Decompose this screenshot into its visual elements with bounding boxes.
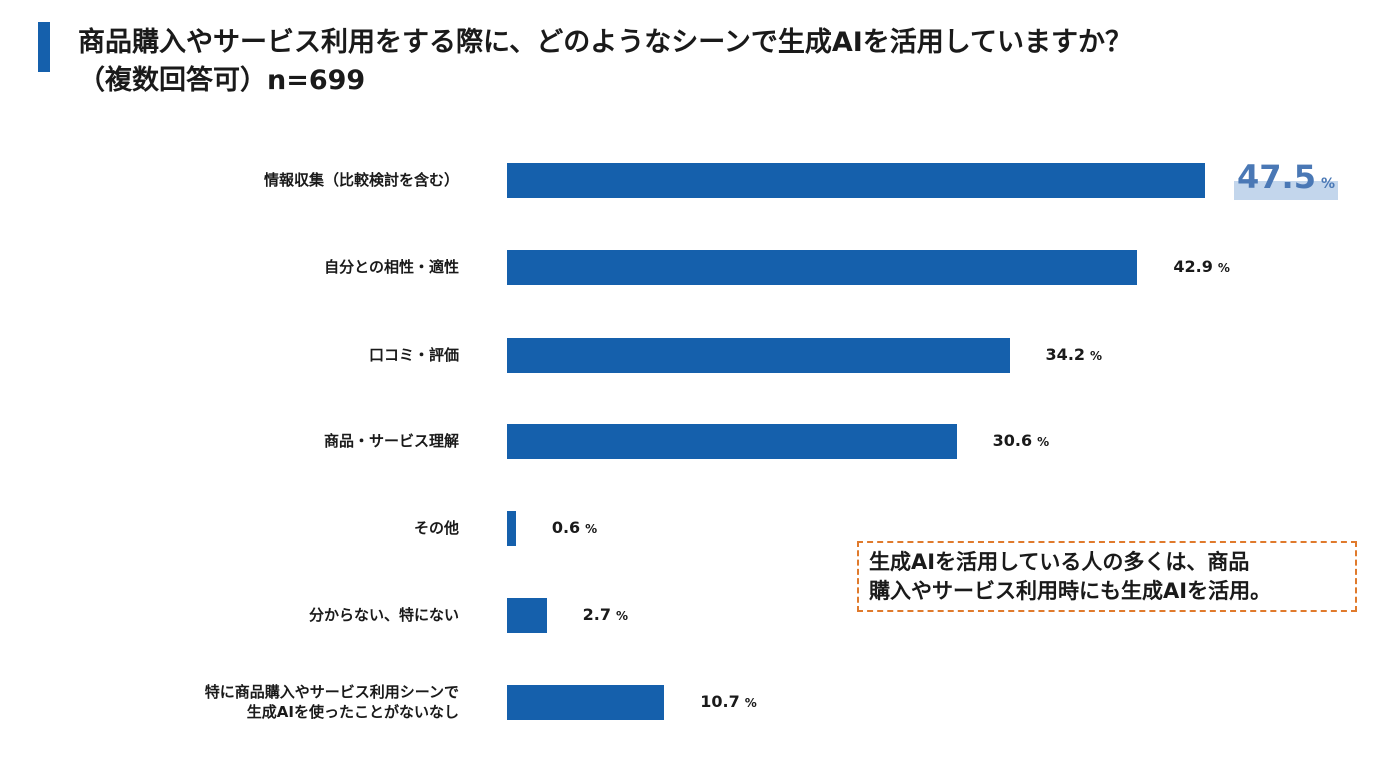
value-label: 34.2% [1046, 345, 1103, 364]
category-label: 特に商品購入やサービス利用シーンで 生成AIを使ったことがないなし [204, 683, 459, 721]
value-number: 0.6 [551, 518, 581, 537]
value-unit: % [1320, 176, 1335, 192]
value-unit: % [1037, 435, 1050, 449]
callout-line-1: 生成AIを活用している人の多くは、商品 [869, 550, 1250, 574]
chart-title: 商品購入やサービス利用をする際に、どのようなシーンで生成AIを活用していますか？… [78, 24, 1132, 100]
category-label: その他 [413, 519, 459, 537]
value-number: 34.2 [1045, 345, 1086, 364]
highlight-value-background [1234, 181, 1338, 200]
value-unit: % [1090, 349, 1103, 363]
category-label: 情報収集（比較検討を含む） [263, 171, 459, 189]
category-label: 自分との相性・適性 [324, 258, 459, 276]
value-label: 2.7% [583, 605, 628, 624]
summary-callout: 生成AIを活用している人の多くは、商品 購入やサービス利用時にも生成AIを活用。 [857, 541, 1357, 612]
category-label: 分からない、特にない [308, 606, 459, 624]
value-unit: % [744, 696, 757, 710]
category-label: 商品・サービス理解 [323, 432, 459, 450]
category-label: 口コミ・評価 [368, 346, 459, 364]
highlighted-value-label: 47.5% [1237, 158, 1335, 196]
bar [507, 163, 1205, 198]
value-label: 10.7% [700, 692, 757, 711]
bar [507, 511, 516, 546]
value-label: 42.9% [1173, 257, 1230, 276]
value-unit: % [1217, 261, 1230, 275]
bar [507, 338, 1010, 373]
chart-title-line-2: （複数回答可）n=699 [78, 65, 366, 96]
bar [507, 598, 547, 633]
bar [507, 424, 957, 459]
callout-line-2: 購入やサービス利用時にも生成AIを活用。 [869, 579, 1272, 603]
bar [507, 685, 665, 720]
value-label: 30.6% [993, 431, 1050, 450]
value-number: 10.7 [700, 692, 740, 711]
value-number: 47.5 [1237, 158, 1316, 196]
chart-title-line-1: 商品購入やサービス利用をする際に、どのようなシーンで生成AIを活用していますか？ [78, 27, 1132, 58]
bar [507, 250, 1138, 285]
value-number: 2.7 [582, 605, 612, 624]
value-unit: % [616, 609, 629, 623]
value-number: 30.6 [992, 431, 1033, 450]
title-accent-bar [38, 22, 50, 72]
value-number: 42.9 [1173, 257, 1213, 276]
value-label: 0.6% [552, 518, 597, 537]
value-unit: % [585, 522, 598, 536]
